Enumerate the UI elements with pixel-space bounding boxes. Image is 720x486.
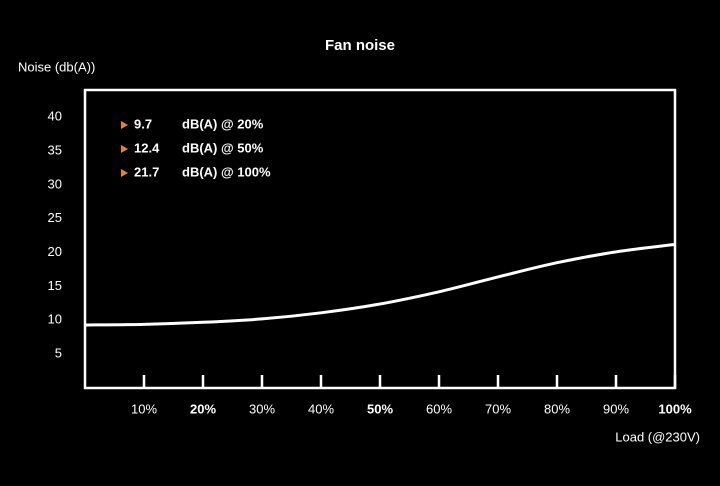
- y-tick-label: 35: [48, 142, 62, 157]
- annotation-marker: [121, 145, 128, 153]
- x-axis-label: Load (@230V): [615, 429, 700, 444]
- x-tick-label: 20%: [190, 401, 216, 416]
- chart-title: Fan noise: [325, 37, 395, 54]
- x-tick-label: 100%: [658, 401, 692, 416]
- y-tick-label: 10: [48, 312, 62, 327]
- x-tick-label: 90%: [603, 401, 629, 416]
- annotation-marker: [121, 169, 128, 177]
- x-tick-label: 70%: [485, 401, 511, 416]
- y-tick-label: 25: [48, 210, 62, 225]
- annotation-value: 9.7: [134, 116, 152, 131]
- y-tick-label: 20: [48, 244, 62, 259]
- y-tick-label: 5: [55, 346, 62, 361]
- annotation-value: 21.7: [134, 164, 159, 179]
- x-tick-label: 80%: [544, 401, 570, 416]
- y-tick-label: 15: [48, 278, 62, 293]
- annotation-marker: [121, 121, 128, 129]
- x-tick-label: 40%: [308, 401, 334, 416]
- y-tick-label: 40: [48, 109, 62, 124]
- y-tick-label: 30: [48, 176, 62, 191]
- x-tick-label: 30%: [249, 401, 275, 416]
- annotation-value: 12.4: [134, 140, 160, 155]
- x-tick-label: 50%: [367, 401, 393, 416]
- line-series: [84, 242, 676, 327]
- x-tick-label: 60%: [426, 401, 452, 416]
- y-axis-label: Noise (db(A)): [18, 59, 95, 74]
- annotation-text: dB(A) @ 100%: [182, 164, 271, 179]
- annotation-text: dB(A) @ 20%: [182, 116, 264, 131]
- annotation-text: dB(A) @ 50%: [182, 140, 264, 155]
- x-tick-label: 10%: [131, 401, 157, 416]
